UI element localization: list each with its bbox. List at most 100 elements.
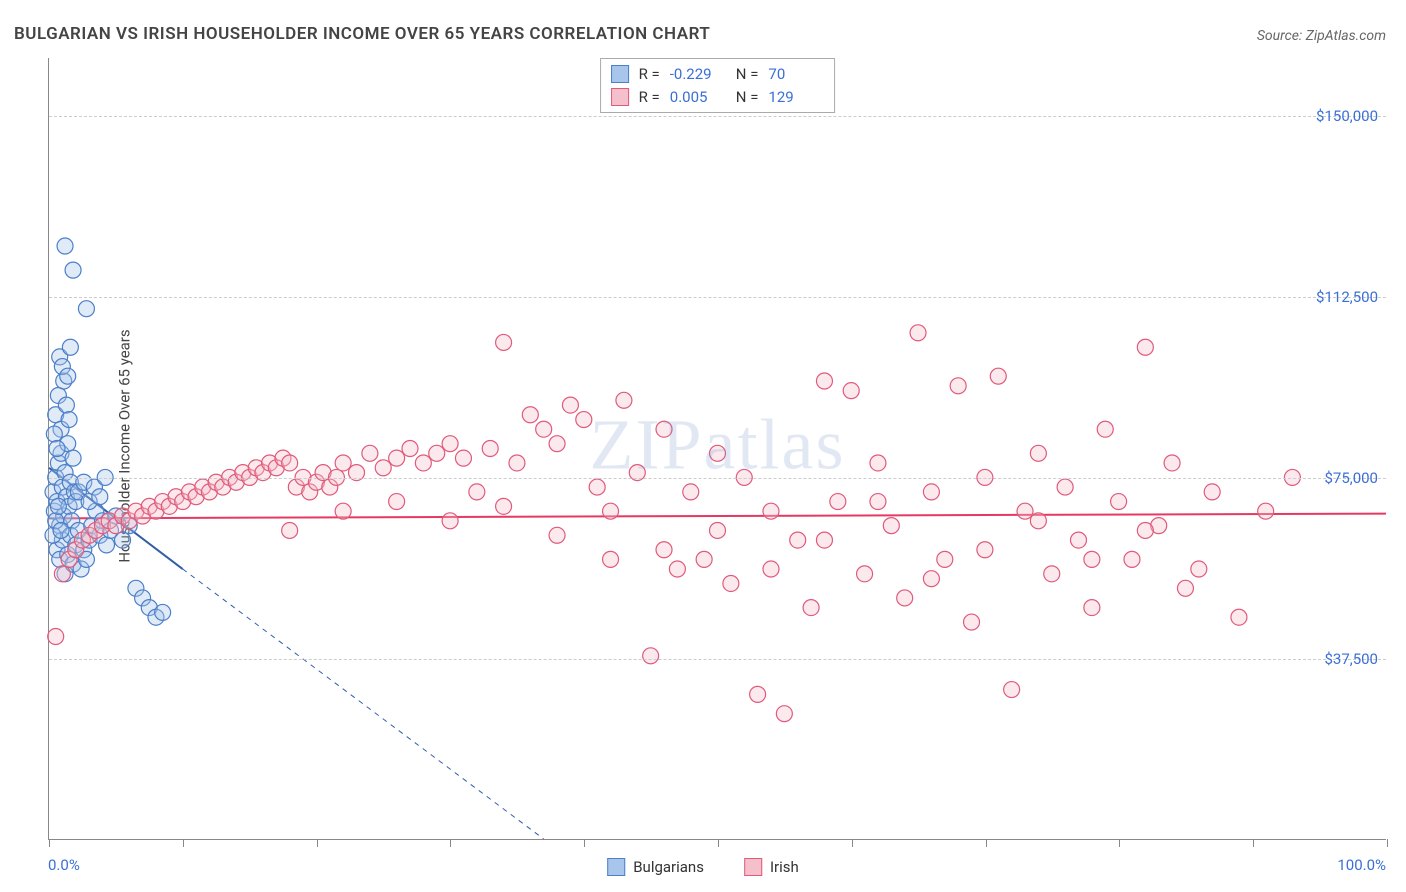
data-point — [870, 494, 886, 510]
x-tick — [183, 839, 184, 847]
x-tick — [852, 839, 853, 847]
data-point — [78, 301, 94, 317]
data-point — [776, 706, 792, 722]
data-point — [54, 566, 70, 582]
plot-area: R = -0.229 N = 70 R = 0.005 N = 129 ZIPa… — [48, 58, 1386, 840]
data-point — [48, 629, 64, 645]
data-point — [1258, 503, 1274, 519]
data-point — [683, 484, 699, 500]
data-point — [656, 542, 672, 558]
data-point — [1284, 469, 1300, 485]
data-point — [1017, 503, 1033, 519]
x-axis-min-label: 0.0% — [48, 856, 80, 874]
data-point — [429, 445, 445, 461]
data-point — [990, 368, 1006, 384]
data-point — [1004, 682, 1020, 698]
data-point — [115, 532, 131, 548]
data-point — [1070, 532, 1086, 548]
correlation-chart: BULGARIAN VS IRISH HOUSEHOLDER INCOME OV… — [0, 0, 1406, 892]
stats-r-value: 0.005 — [670, 86, 726, 109]
legend-swatch — [611, 88, 629, 106]
data-point — [897, 590, 913, 606]
data-point — [65, 450, 81, 466]
data-point — [1084, 600, 1100, 616]
stats-row: R = 0.005 N = 129 — [611, 86, 825, 109]
data-point — [60, 368, 76, 384]
data-point — [816, 532, 832, 548]
data-point — [362, 445, 378, 461]
x-tick — [1387, 839, 1388, 847]
stats-n-label: N = — [736, 63, 759, 86]
data-point — [402, 441, 418, 457]
x-axis-max-label: 100.0% — [1337, 856, 1386, 874]
data-point — [442, 513, 458, 529]
data-point — [53, 522, 69, 538]
x-tick — [718, 839, 719, 847]
trend-line-extrapolated — [183, 569, 544, 839]
data-point — [669, 561, 685, 577]
data-point — [389, 450, 405, 466]
data-point — [97, 469, 113, 485]
data-point — [763, 561, 779, 577]
trend-line — [49, 514, 1386, 519]
data-point — [65, 262, 81, 278]
stats-r-label: R = — [639, 86, 660, 109]
data-point — [1191, 561, 1207, 577]
x-tick — [986, 839, 987, 847]
stats-n-value: 129 — [768, 86, 824, 109]
x-tick — [317, 839, 318, 847]
data-point — [763, 503, 779, 519]
data-point — [549, 436, 565, 452]
y-tick-label: $37,500 — [1324, 650, 1378, 668]
chart-title: BULGARIAN VS IRISH HOUSEHOLDER INCOME OV… — [14, 24, 710, 44]
data-point — [282, 455, 298, 471]
data-point — [643, 648, 659, 664]
data-point — [923, 571, 939, 587]
data-point — [61, 412, 77, 428]
x-tick — [450, 839, 451, 847]
data-point — [710, 522, 726, 538]
x-tick — [1119, 839, 1120, 847]
data-point — [977, 542, 993, 558]
data-point — [415, 455, 431, 471]
stats-row: R = -0.229 N = 70 — [611, 63, 825, 86]
data-point — [522, 407, 538, 423]
data-point — [1111, 494, 1127, 510]
y-tick-label: $150,000 — [1316, 107, 1378, 125]
data-point — [576, 412, 592, 428]
data-point — [1124, 551, 1140, 567]
data-point — [1097, 421, 1113, 437]
legend-swatch — [611, 65, 629, 83]
x-tick — [584, 839, 585, 847]
data-point — [98, 537, 114, 553]
data-point — [46, 426, 62, 442]
data-point — [723, 575, 739, 591]
data-point — [910, 325, 926, 341]
legend-swatch — [744, 858, 762, 876]
y-tick-label: $75,000 — [1324, 469, 1378, 487]
data-point — [1137, 339, 1153, 355]
data-point — [92, 489, 108, 505]
legend-swatch — [607, 858, 625, 876]
data-point — [282, 522, 298, 538]
legend-item: Bulgarians — [607, 858, 704, 876]
data-point — [442, 436, 458, 452]
data-point — [1030, 445, 1046, 461]
data-point — [750, 686, 766, 702]
data-point — [656, 421, 672, 437]
stats-n-value: 70 — [768, 63, 824, 86]
data-point — [375, 460, 391, 476]
data-point — [1044, 566, 1060, 582]
data-point — [335, 503, 351, 519]
data-point — [58, 397, 74, 413]
data-point — [455, 450, 471, 466]
data-point — [816, 373, 832, 389]
data-point — [736, 469, 752, 485]
data-point — [328, 469, 344, 485]
data-point — [710, 445, 726, 461]
data-point — [335, 455, 351, 471]
data-point — [155, 604, 171, 620]
data-point — [496, 498, 512, 514]
data-point — [589, 479, 605, 495]
data-point — [937, 551, 953, 567]
